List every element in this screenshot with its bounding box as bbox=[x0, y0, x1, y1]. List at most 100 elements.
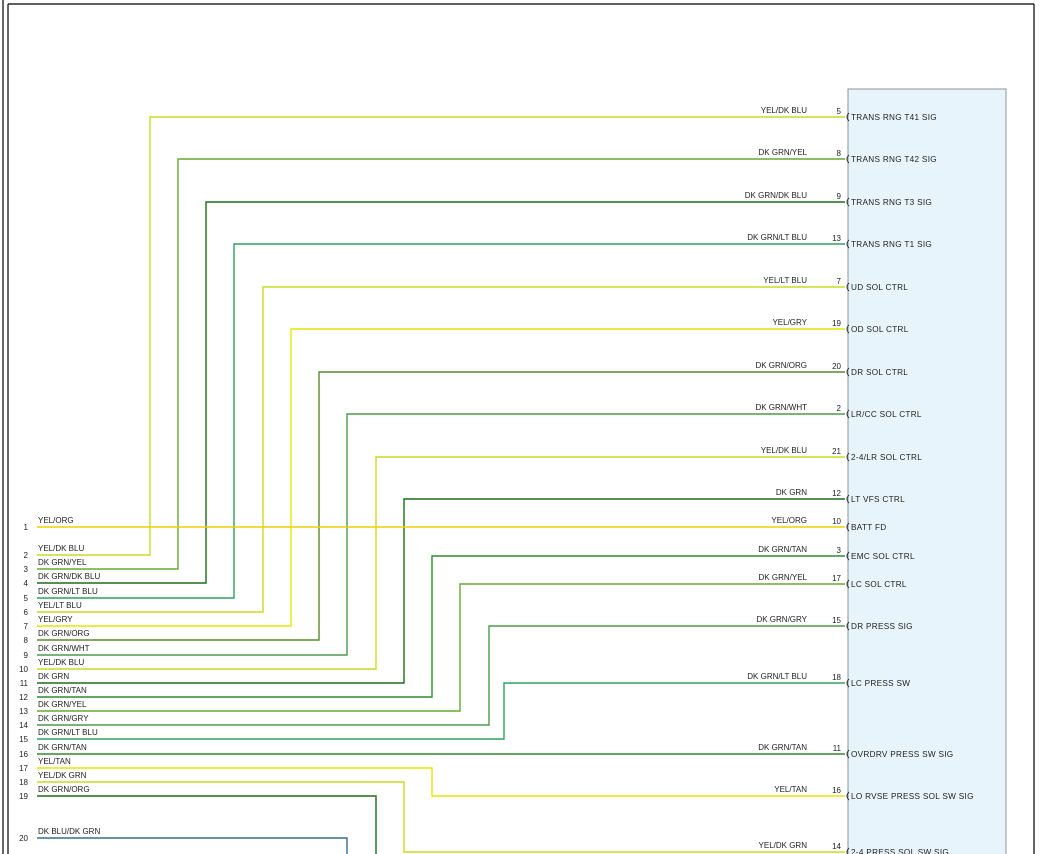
wire-label-pin-8: DK GRN/YEL bbox=[759, 148, 808, 157]
wire-pin-21 bbox=[37, 456, 845, 670]
wire-pin-18 bbox=[37, 682, 845, 740]
left-wire-label-13: DK GRN/YEL bbox=[38, 700, 87, 709]
left-wire-label-17: YEL/TAN bbox=[38, 757, 71, 766]
left-wire-label-18: YEL/DK GRN bbox=[38, 771, 87, 780]
left-pin-number-15: 15 bbox=[19, 735, 28, 744]
signal-name-pin-13: TRANS RNG T1 SIG bbox=[851, 240, 932, 249]
signal-name-pin-12: LT VFS CTRL bbox=[851, 495, 905, 504]
left-pin-number-18: 18 bbox=[19, 778, 28, 787]
left-wire-label-2: YEL/DK BLU bbox=[38, 544, 84, 553]
connector-pin-16 bbox=[846, 791, 850, 801]
wire-label-pin-3: DK GRN/TAN bbox=[758, 545, 807, 554]
connector-pin-3 bbox=[846, 551, 850, 561]
left-wire-label-10: YEL/DK BLU bbox=[38, 658, 84, 667]
pin-number-12: 12 bbox=[832, 489, 841, 498]
signal-name-pin-3: EMC SOL CTRL bbox=[851, 552, 915, 561]
connector-pin-5 bbox=[846, 112, 850, 122]
wire-label-pin-12: DK GRN bbox=[776, 488, 807, 497]
connector-pin-10 bbox=[846, 522, 850, 532]
wire-pin-19 bbox=[37, 328, 845, 627]
signal-name-pin-17: LC SOL CTRL bbox=[851, 580, 907, 589]
left-pin-number-11: 11 bbox=[20, 679, 29, 688]
pin-number-15: 15 bbox=[832, 616, 841, 625]
wire-label-pin-5: YEL/DK BLU bbox=[761, 106, 807, 115]
left-wire-label-4: DK GRN/DK BLU bbox=[38, 572, 100, 581]
left-pin-number-12: 12 bbox=[19, 693, 28, 702]
wire-label-pin-16: YEL/TAN bbox=[774, 785, 807, 794]
connector-pin-2 bbox=[846, 409, 850, 419]
pin-number-17: 17 bbox=[832, 574, 841, 583]
signal-name-pin-18: LC PRESS SW bbox=[851, 679, 910, 688]
connector-pin-8 bbox=[846, 154, 850, 164]
pin-number-8: 8 bbox=[837, 149, 842, 158]
signal-name-pin-15: DR PRESS SIG bbox=[851, 622, 913, 631]
wire-label-pin-15: DK GRN/GRY bbox=[756, 615, 807, 624]
wire-pin-8 bbox=[37, 158, 845, 570]
connector-pin-18 bbox=[846, 678, 850, 688]
pin-number-7: 7 bbox=[837, 277, 842, 286]
pin-number-3: 3 bbox=[837, 546, 842, 555]
connector-pin-12 bbox=[846, 494, 850, 504]
left-pin-number-2: 2 bbox=[24, 551, 29, 560]
wire-label-pin-13: DK GRN/LT BLU bbox=[747, 233, 807, 242]
connector-pin-19 bbox=[846, 324, 850, 334]
left-wire-label-5: DK GRN/LT BLU bbox=[38, 587, 98, 596]
left-wire-label-7: YEL/GRY bbox=[38, 615, 73, 624]
pin-number-19: 19 bbox=[832, 319, 841, 328]
wire-pin-16 bbox=[37, 767, 845, 797]
left-pin-number-3: 3 bbox=[24, 565, 29, 574]
wire-pin-7 bbox=[37, 286, 845, 613]
wire-label-pin-17: DK GRN/YEL bbox=[759, 573, 808, 582]
left-pin-number-8: 8 bbox=[24, 636, 29, 645]
left-pin-number-7: 7 bbox=[24, 622, 29, 631]
pin-number-21: 21 bbox=[832, 447, 841, 456]
wire-label-pin-21: YEL/DK BLU bbox=[761, 446, 807, 455]
signal-name-pin-16: LO RVSE PRESS SOL SW SIG bbox=[851, 792, 974, 801]
signal-name-pin-14: 2-4 PRESS SOL SW SIG bbox=[851, 848, 949, 854]
pin-number-20: 20 bbox=[832, 362, 841, 371]
signal-name-pin-11: OVRDRV PRESS SW SIG bbox=[851, 750, 953, 759]
left-pin-number-17: 17 bbox=[19, 764, 28, 773]
connector-pin-21 bbox=[846, 452, 850, 462]
wire-label-pin-11: DK GRN/TAN bbox=[758, 743, 807, 752]
left-pin-number-6: 6 bbox=[24, 608, 29, 617]
left-pin-number-19: 19 bbox=[19, 792, 28, 801]
wire-label-pin-2: DK GRN/WHT bbox=[755, 403, 807, 412]
module-box bbox=[847, 88, 1007, 854]
pin-number-16: 16 bbox=[832, 786, 841, 795]
connector-pin-17 bbox=[846, 579, 850, 589]
connector-pin-20 bbox=[846, 367, 850, 377]
wire-left-19 bbox=[37, 795, 377, 854]
signal-name-pin-10: BATT FD bbox=[851, 523, 886, 532]
connector-pin-15 bbox=[846, 621, 850, 631]
wire-pin-20 bbox=[37, 371, 845, 641]
signal-name-pin-8: TRANS RNG T42 SIG bbox=[851, 155, 937, 164]
pin-number-13: 13 bbox=[832, 234, 841, 243]
pin-number-2: 2 bbox=[837, 404, 842, 413]
wire-pin-12 bbox=[37, 498, 845, 684]
left-pin-number-14: 14 bbox=[19, 721, 28, 730]
wire-pin-2 bbox=[37, 413, 845, 656]
pin-number-5: 5 bbox=[837, 107, 842, 116]
connector-pin-13 bbox=[846, 239, 850, 249]
signal-name-pin-2: LR/CC SOL CTRL bbox=[851, 410, 922, 419]
left-pin-number-20: 20 bbox=[19, 834, 28, 843]
connector-pin-14 bbox=[846, 847, 850, 854]
connector-pin-7 bbox=[846, 282, 850, 292]
left-wire-label-8: DK GRN/ORG bbox=[38, 629, 90, 638]
signal-name-pin-19: OD SOL CTRL bbox=[851, 325, 909, 334]
wire-label-pin-19: YEL/GRY bbox=[772, 318, 807, 327]
left-pin-number-5: 5 bbox=[24, 594, 29, 603]
left-pin-number-9: 9 bbox=[24, 651, 29, 660]
pin-number-11: 11 bbox=[833, 744, 842, 753]
left-wire-label-20: DK BLU/DK GRN bbox=[38, 827, 100, 836]
left-wire-label-9: DK GRN/WHT bbox=[38, 644, 90, 653]
left-pin-number-10: 10 bbox=[19, 665, 28, 674]
left-pin-number-4: 4 bbox=[24, 579, 29, 588]
left-wire-label-1: YEL/ORG bbox=[38, 516, 74, 525]
left-wire-label-3: DK GRN/YEL bbox=[38, 558, 87, 567]
wire-label-pin-7: YEL/LT BLU bbox=[763, 276, 807, 285]
left-pin-number-1: 1 bbox=[24, 523, 29, 532]
pin-number-18: 18 bbox=[832, 673, 841, 682]
